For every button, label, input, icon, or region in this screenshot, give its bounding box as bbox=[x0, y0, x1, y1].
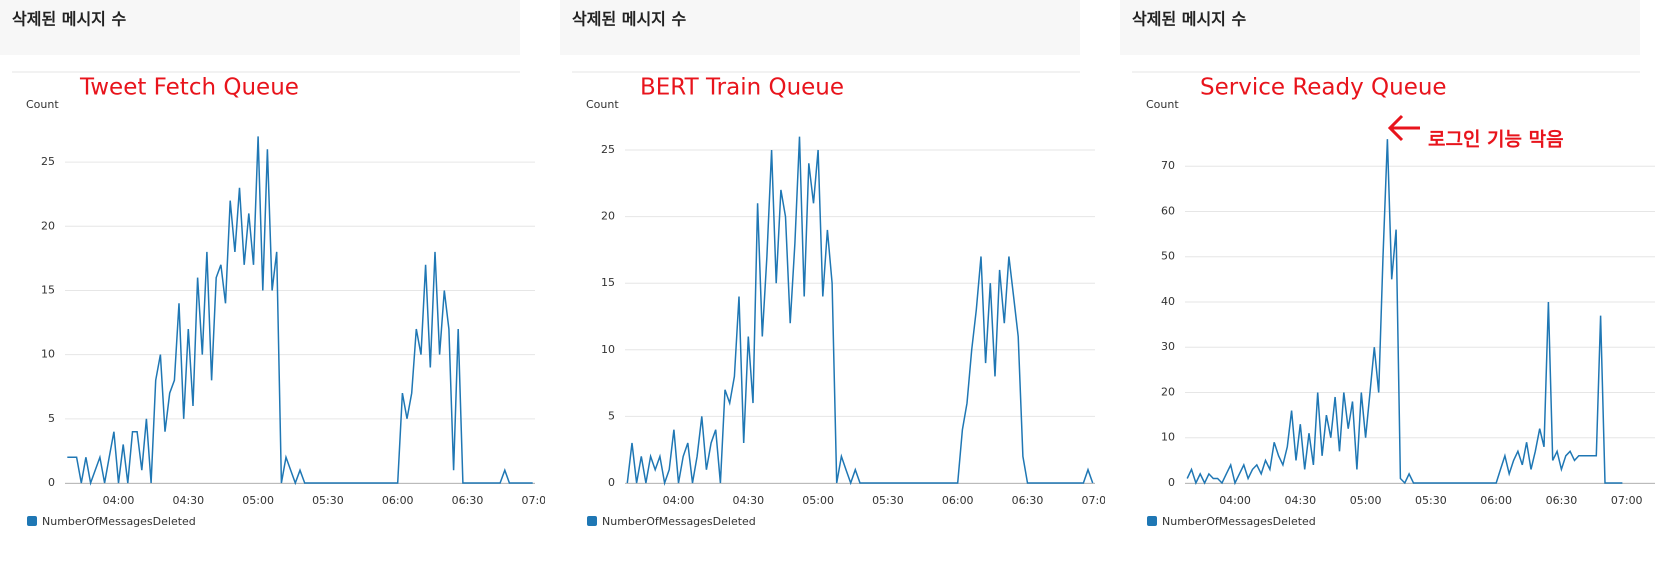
annotation: 로그인 기능 막음 bbox=[1428, 129, 1564, 151]
x-tick-label: 05:00 bbox=[242, 494, 274, 507]
x-tick-label: 07:00 bbox=[1611, 494, 1643, 507]
y-tick-label: 5 bbox=[608, 409, 615, 422]
line-series bbox=[1186, 139, 1623, 486]
y-tick-label: 10 bbox=[601, 343, 615, 356]
x-tick-label: 04:30 bbox=[1284, 494, 1316, 507]
x-tick-label: 04:00 bbox=[103, 494, 135, 507]
x-tick-label: 04:00 bbox=[1219, 494, 1251, 507]
y-tick-label: 50 bbox=[1161, 250, 1175, 263]
panel: 삭제된 메시지 수 Tweet Fetch Queue Count 0 5 10 15 20 2… bbox=[0, 0, 545, 528]
panel: 삭제된 메시지 수 Service Ready Queue 로그인 기능 막음 Cou… bbox=[1120, 0, 1655, 528]
x-tick-label: 05:30 bbox=[872, 494, 904, 507]
panel-header bbox=[1120, 0, 1640, 55]
x-tick-label: 05:00 bbox=[802, 494, 834, 507]
legend-label: NumberOfMessagesDeleted bbox=[1162, 515, 1316, 528]
x-tick-label: 07:00 bbox=[1081, 494, 1105, 507]
y-tick-label: 0 bbox=[608, 476, 615, 489]
y-tick-label: 30 bbox=[1161, 340, 1175, 353]
y-tick-label: 15 bbox=[601, 276, 615, 289]
x-tick-label: 05:00 bbox=[1350, 494, 1382, 507]
x-tick-label: 04:30 bbox=[732, 494, 764, 507]
x-tick-label: 04:30 bbox=[172, 494, 204, 507]
x-tick-label: 05:30 bbox=[1415, 494, 1447, 507]
y-tick-label: 40 bbox=[1161, 295, 1175, 308]
x-tick-label: 06:00 bbox=[382, 494, 414, 507]
y-tick-label: 0 bbox=[1168, 476, 1175, 489]
x-tick-label: 06:00 bbox=[942, 494, 974, 507]
y-tick-label: 25 bbox=[601, 143, 615, 156]
x-tick-label: 06:30 bbox=[1012, 494, 1044, 507]
y-tick-label: 20 bbox=[601, 210, 615, 223]
y-tick-label: 20 bbox=[1161, 385, 1175, 398]
legend-swatch bbox=[587, 516, 597, 526]
x-tick-label: 04:00 bbox=[663, 494, 695, 507]
y-tick-label: 60 bbox=[1161, 204, 1175, 217]
y-tick-label: 10 bbox=[1161, 431, 1175, 444]
y-axis-label: Count bbox=[1146, 98, 1179, 111]
x-tick-label: 06:30 bbox=[1546, 494, 1578, 507]
line-series bbox=[67, 136, 533, 486]
legend-label: NumberOfMessagesDeleted bbox=[42, 515, 196, 528]
line-series bbox=[626, 136, 1094, 486]
legend-swatch bbox=[1147, 516, 1157, 526]
panel-header bbox=[560, 0, 1080, 55]
y-tick-label: 5 bbox=[48, 412, 55, 425]
y-tick-label: 25 bbox=[41, 155, 55, 168]
x-tick-label: 05:30 bbox=[312, 494, 344, 507]
panel-header bbox=[0, 0, 520, 55]
x-tick-label: 06:00 bbox=[1480, 494, 1512, 507]
panel-title: 삭제된 메시지 수 bbox=[1132, 10, 1246, 29]
legend-swatch bbox=[27, 516, 37, 526]
annotation: Service Ready Queue bbox=[1200, 75, 1447, 101]
x-tick-label: 06:30 bbox=[452, 494, 484, 507]
y-tick-label: 10 bbox=[41, 348, 55, 361]
legend-label: NumberOfMessagesDeleted bbox=[602, 515, 756, 528]
y-tick-label: 15 bbox=[41, 283, 55, 296]
y-tick-label: 20 bbox=[41, 219, 55, 232]
annotation: Tweet Fetch Queue bbox=[79, 75, 299, 101]
arrow bbox=[1387, 114, 1420, 142]
panel-title: 삭제된 메시지 수 bbox=[572, 10, 686, 29]
y-tick-label: 0 bbox=[48, 476, 55, 489]
annotation: BERT Train Queue bbox=[640, 75, 844, 101]
y-axis-label: Count bbox=[26, 98, 59, 111]
panel: 삭제된 메시지 수 BERT Train Queue Count 0 5 10 15 20 25… bbox=[560, 0, 1105, 528]
panel-title: 삭제된 메시지 수 bbox=[12, 10, 126, 29]
y-tick-label: 70 bbox=[1161, 159, 1175, 172]
x-tick-label: 07:00 bbox=[521, 494, 545, 507]
y-axis-label: Count bbox=[586, 98, 619, 111]
